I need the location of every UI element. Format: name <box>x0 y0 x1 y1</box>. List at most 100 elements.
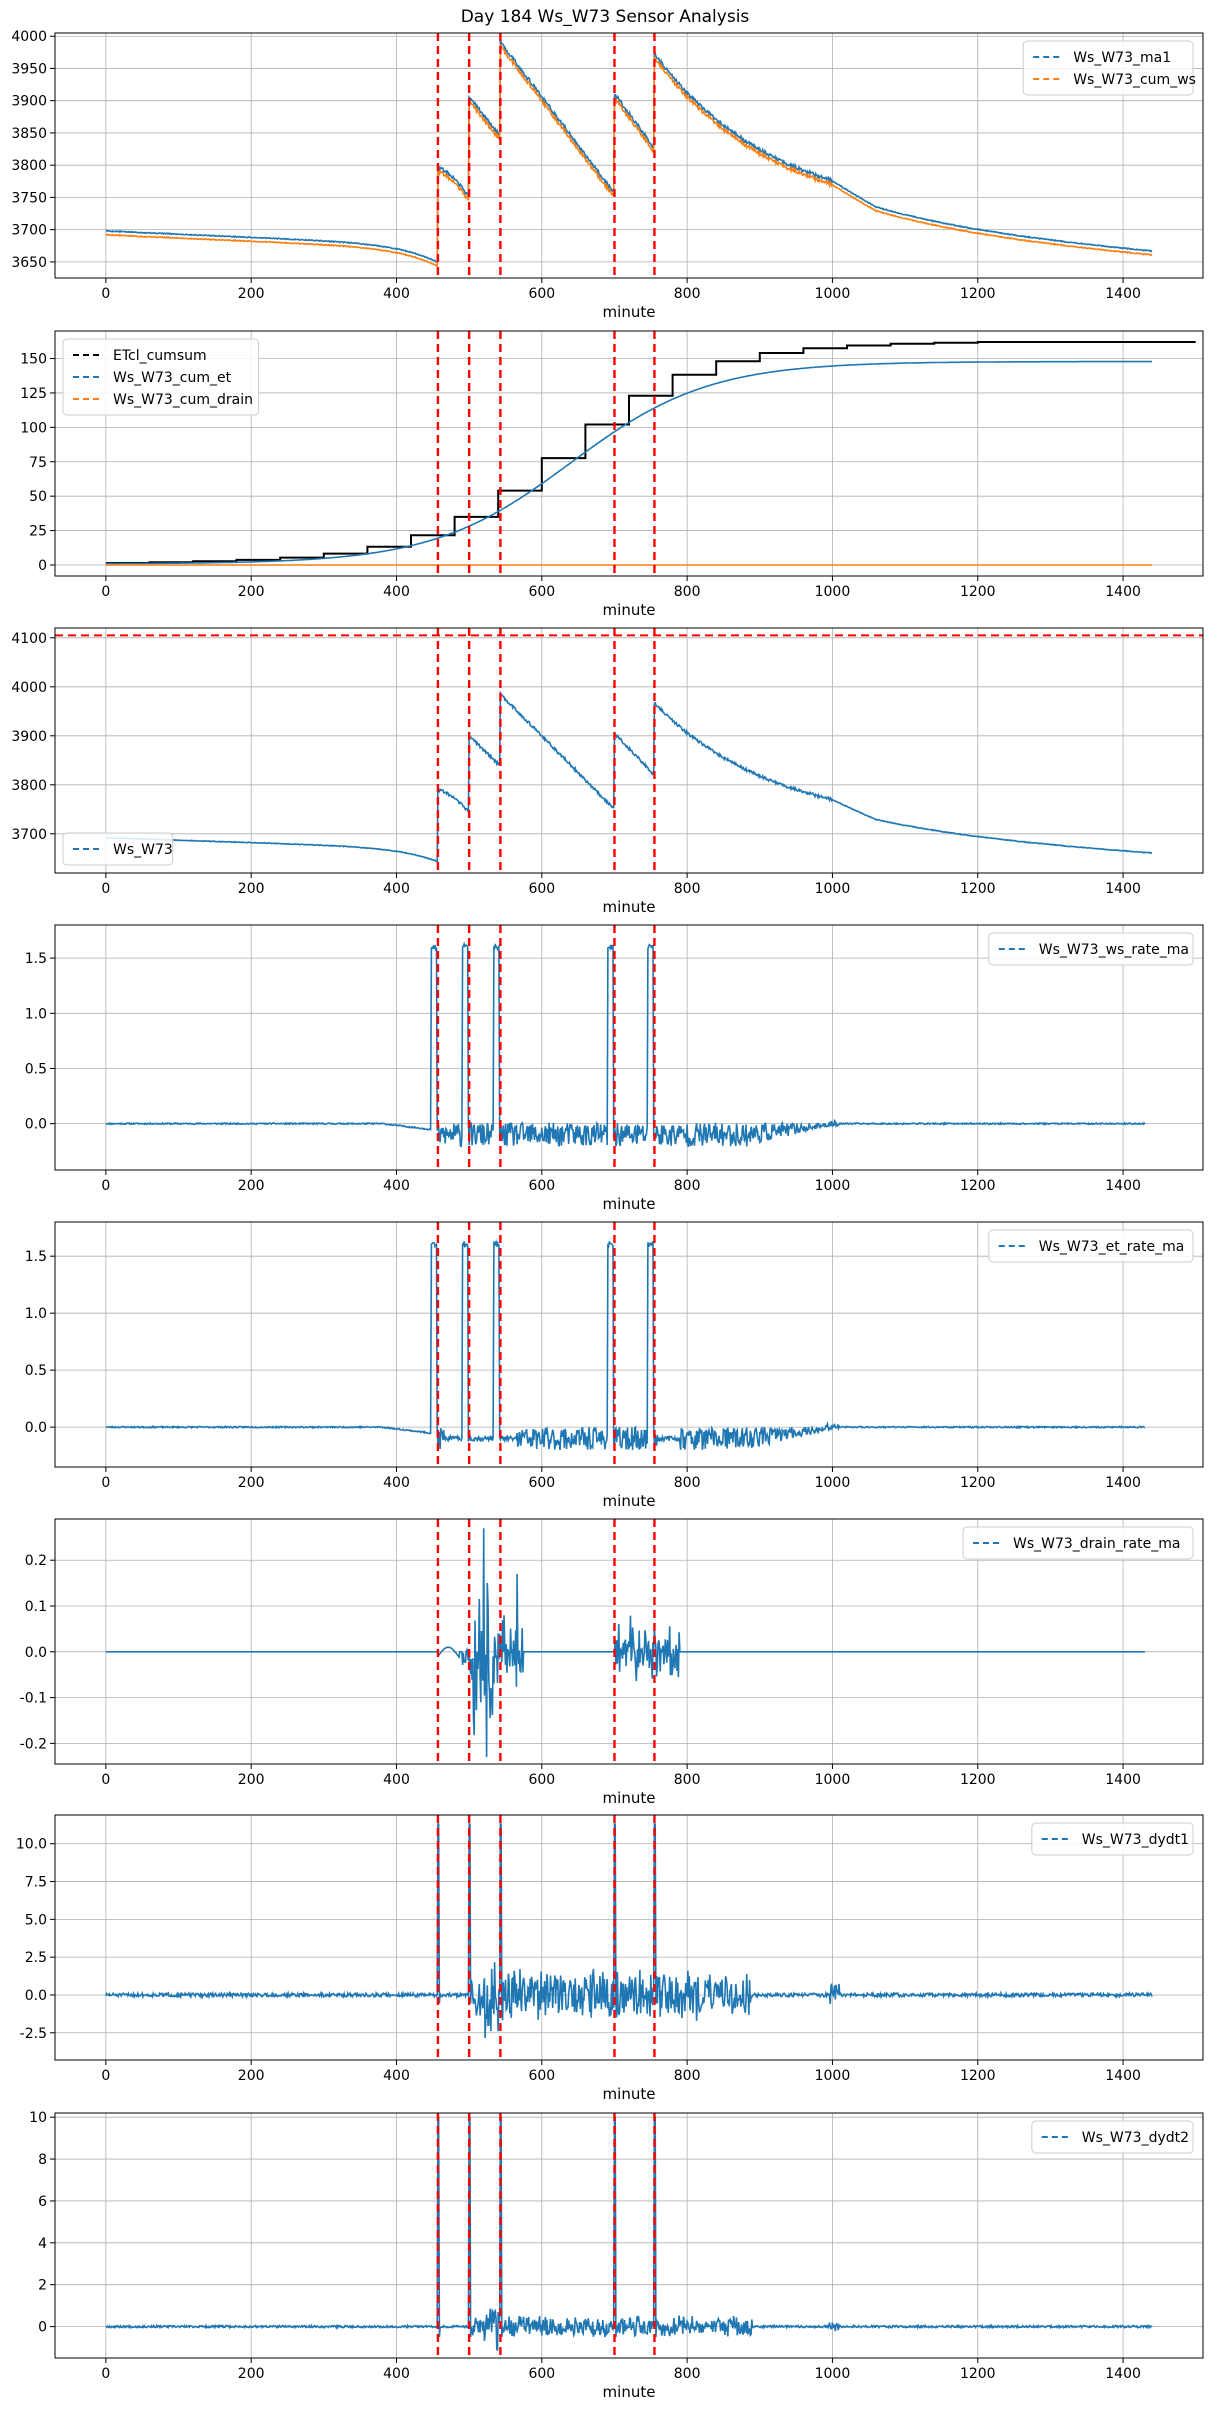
x-tick-label: 1400 <box>1105 1178 1141 1194</box>
x-tick-label: 1400 <box>1105 1772 1141 1788</box>
series-line-Ws_W73_dydt1 <box>105 1823 1153 2039</box>
y-tick-label: 0.5 <box>25 1061 47 1077</box>
x-tick-label: 200 <box>238 1475 265 1491</box>
y-tick-label: 1.5 <box>25 1249 47 1265</box>
x-tick-label: 800 <box>674 2068 701 2084</box>
x-tick-label: 400 <box>383 584 410 600</box>
chart-p3: 0 200 400 600 800 1000 1200 1400 3700 3800 3900 400… <box>11 627 1204 916</box>
x-tick-label: 200 <box>238 1772 265 1788</box>
x-tick-label: 600 <box>528 1178 555 1194</box>
series-group <box>105 2113 1153 2358</box>
y-tick-label: 3800 <box>11 158 47 174</box>
x-tick-label: 1200 <box>960 286 996 302</box>
chart-p8: 0 200 400 600 800 1000 1200 1400 0 2 4 6 8 10 minute Ws… <box>29 2110 1204 2401</box>
y-tick-label: 1.0 <box>25 1306 47 1322</box>
legend-box <box>1031 2120 1194 2154</box>
y-tick-label: 8 <box>38 2152 47 2168</box>
legend-label: Ws_W73 <box>113 842 173 858</box>
x-tick-label: 1000 <box>815 584 851 600</box>
y-tick-label: 0.0 <box>25 1117 47 1133</box>
x-tick-label: 0 <box>101 286 110 302</box>
x-tick-label: 1000 <box>815 1475 851 1491</box>
legend-label: Ws_W73_ws_rate_ma <box>1039 942 1189 958</box>
legend-box <box>988 932 1194 966</box>
x-tick-label: 800 <box>674 584 701 600</box>
chart-p7: 0 200 400 600 800 1000 1200 1400 -2.5 0.0 2.5 5.0 7.… <box>16 1814 1204 2103</box>
x-tick-label: 400 <box>383 881 410 897</box>
y-tick-label: 75 <box>29 455 47 471</box>
legend-label: Ws_W73_dydt2 <box>1082 2130 1189 2146</box>
series-line-Ws_W73_cum_et <box>105 360 1153 565</box>
axes-frame <box>54 32 1204 279</box>
legend: Ws_W73 <box>62 832 174 866</box>
x-tick-label: 600 <box>528 584 555 600</box>
legend-box <box>62 338 260 416</box>
y-tick-label: -0.1 <box>20 1691 47 1707</box>
y-tick-label: 4 <box>38 2236 47 2252</box>
x-tick-label: 400 <box>383 1772 410 1788</box>
legend-box <box>1022 40 1194 96</box>
y-tick-label: 0 <box>38 2320 47 2336</box>
grid <box>55 2113 1203 2358</box>
x-tick-label: 0 <box>101 2068 110 2084</box>
y-tick-label: 0.0 <box>25 1645 47 1661</box>
legend-box <box>988 1229 1194 1263</box>
y-tick-label: 3900 <box>11 729 47 745</box>
chart-p5: 0 200 400 600 800 1000 1200 1400 0.0 0.5 1.0 1.5 min… <box>25 1221 1204 1510</box>
x-tick-label: 1000 <box>815 2068 851 2084</box>
x-tick-label: 1000 <box>815 1178 851 1194</box>
y-tick-label: 2.5 <box>25 1950 47 1966</box>
y-tick-label: 3700 <box>11 827 47 843</box>
series-line-Ws_W73_drain_rate_ma <box>105 1528 1145 1758</box>
y-tick-label: 25 <box>29 524 47 540</box>
chart-p6: 0 200 400 600 800 1000 1200 1400 -0.2 -0.1 0.0 0.1 0… <box>20 1518 1204 1807</box>
x-tick-label: 800 <box>674 1475 701 1491</box>
legend-box <box>962 1526 1194 1560</box>
y-tick-label: 0.5 <box>25 1363 47 1379</box>
legend: ETcl_cumsum Ws_W73_cum_et Ws_W73_cum_drain <box>62 338 260 416</box>
x-tick-label: 400 <box>383 286 410 302</box>
y-tick-label: 3850 <box>11 126 47 142</box>
legend-label: Ws_W73_ma1 <box>1073 50 1171 66</box>
y-tick-label: 7.5 <box>25 1875 47 1891</box>
series-line-Ws_W73_cum_ws <box>105 43 1153 267</box>
y-tick-label: 3750 <box>11 190 47 206</box>
series-group <box>105 1222 1145 1467</box>
y-tick-label: 1.5 <box>25 951 47 967</box>
x-tick-label: 400 <box>383 2366 410 2382</box>
series-group <box>105 1815 1153 2060</box>
legend-label: Ws_W73_et_rate_ma <box>1039 1239 1185 1255</box>
y-tick-label: 125 <box>20 386 47 402</box>
grid <box>55 33 1203 278</box>
x-tick-label: 0 <box>101 1178 110 1194</box>
y-tick-label: 100 <box>20 420 47 436</box>
y-tick-label: 3950 <box>11 61 47 77</box>
x-tick-label: 1400 <box>1105 584 1141 600</box>
series-line-Ws_W73_ws_rate_ma <box>105 941 1146 1148</box>
y-tick-label: 6 <box>38 2194 47 2210</box>
y-tick-label: 3650 <box>11 255 47 271</box>
legend-label: Ws_W73_cum_ws <box>1073 72 1196 88</box>
series-line-ETcl_cumsum <box>105 341 1196 564</box>
y-tick-label: 3700 <box>11 223 47 239</box>
x-tick-label: 1000 <box>815 286 851 302</box>
y-tick-label: 0 <box>38 558 47 574</box>
x-tick-label: 1000 <box>815 881 851 897</box>
axes-frame <box>54 1814 1204 2061</box>
x-tick-label: 600 <box>528 1772 555 1788</box>
y-tick-label: 3800 <box>11 778 47 794</box>
y-tick-label: 4000 <box>11 29 47 45</box>
x-tick-label: 600 <box>528 2068 555 2084</box>
grid <box>55 1815 1203 2060</box>
legend-label: Ws_W73_cum_et <box>113 370 232 386</box>
y-tick-label: 10.0 <box>16 1837 47 1853</box>
x-tick-label: 600 <box>528 286 555 302</box>
legend-label: Ws_W73_dydt1 <box>1082 1832 1189 1848</box>
legend: Ws_W73_drain_rate_ma <box>962 1526 1194 1560</box>
x-tick-label: 1200 <box>960 881 996 897</box>
x-axis-label: minute <box>603 601 656 619</box>
legend-box <box>62 832 174 866</box>
x-tick-label: 0 <box>101 584 110 600</box>
axes-frame <box>54 2112 1204 2359</box>
